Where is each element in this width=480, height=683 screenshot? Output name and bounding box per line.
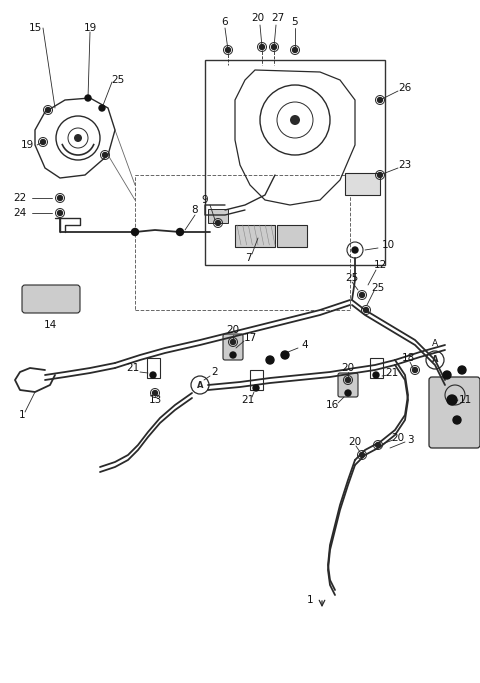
Text: 20: 20: [227, 325, 240, 335]
Text: A: A: [197, 380, 203, 389]
Text: 17: 17: [243, 333, 257, 343]
Circle shape: [458, 366, 466, 374]
Circle shape: [226, 48, 230, 53]
Bar: [277, 225, 307, 247]
Text: 5: 5: [292, 17, 298, 27]
Circle shape: [377, 173, 383, 178]
Circle shape: [377, 98, 383, 102]
Text: 11: 11: [458, 395, 472, 405]
Circle shape: [346, 378, 350, 382]
Bar: [208, 209, 228, 223]
Circle shape: [292, 48, 298, 53]
Text: A: A: [432, 355, 438, 365]
Circle shape: [46, 107, 50, 113]
Text: 9: 9: [202, 195, 208, 205]
Circle shape: [447, 395, 457, 405]
Circle shape: [375, 443, 381, 447]
Text: 23: 23: [398, 160, 412, 170]
Circle shape: [253, 385, 259, 391]
Bar: [235, 225, 275, 247]
Circle shape: [150, 372, 156, 378]
Text: 14: 14: [43, 320, 57, 330]
Circle shape: [40, 139, 46, 145]
Circle shape: [99, 105, 105, 111]
FancyBboxPatch shape: [223, 334, 243, 360]
Text: 20: 20: [391, 433, 405, 443]
Text: 8: 8: [192, 205, 198, 215]
Circle shape: [177, 229, 183, 236]
Circle shape: [360, 292, 364, 298]
Text: 25: 25: [111, 75, 125, 85]
Text: 24: 24: [13, 208, 26, 218]
Circle shape: [58, 210, 62, 216]
Bar: [135, 175, 350, 310]
Text: 20: 20: [348, 437, 361, 447]
Circle shape: [103, 152, 108, 158]
Circle shape: [443, 371, 451, 379]
Text: 22: 22: [13, 193, 26, 203]
Circle shape: [363, 307, 369, 313]
FancyBboxPatch shape: [338, 373, 358, 397]
Text: 27: 27: [271, 13, 285, 23]
Circle shape: [132, 229, 139, 236]
Text: 15: 15: [28, 23, 42, 33]
Circle shape: [281, 351, 289, 359]
Text: 20: 20: [341, 363, 355, 373]
Text: 18: 18: [401, 353, 415, 363]
Circle shape: [272, 44, 276, 49]
Text: 25: 25: [346, 273, 359, 283]
Circle shape: [412, 367, 418, 372]
Text: 21: 21: [385, 368, 398, 378]
Text: 21: 21: [241, 395, 254, 405]
Circle shape: [266, 356, 274, 364]
Circle shape: [290, 115, 300, 125]
Circle shape: [153, 391, 157, 395]
Circle shape: [373, 372, 379, 378]
Text: 19: 19: [20, 140, 34, 150]
FancyBboxPatch shape: [22, 285, 80, 313]
Text: 20: 20: [252, 13, 264, 23]
Circle shape: [360, 453, 364, 458]
Text: 6: 6: [222, 17, 228, 27]
Bar: [370, 358, 383, 378]
Bar: [205, 60, 385, 265]
Circle shape: [260, 44, 264, 49]
Text: 7: 7: [245, 253, 252, 263]
Text: 25: 25: [372, 283, 384, 293]
Text: 12: 12: [373, 260, 386, 270]
Text: 3: 3: [407, 435, 413, 445]
Text: 19: 19: [84, 23, 96, 33]
Circle shape: [345, 390, 351, 396]
Text: 21: 21: [126, 363, 140, 373]
Text: 1: 1: [19, 410, 25, 420]
Text: 1: 1: [307, 595, 313, 605]
Circle shape: [230, 352, 236, 358]
Text: 13: 13: [148, 395, 162, 405]
Text: 2: 2: [212, 367, 218, 377]
FancyBboxPatch shape: [429, 377, 480, 448]
Bar: [345, 173, 380, 195]
Bar: [250, 370, 263, 390]
Text: A: A: [432, 339, 438, 348]
Circle shape: [453, 416, 461, 424]
Circle shape: [74, 134, 82, 142]
Circle shape: [230, 339, 236, 344]
Text: 4: 4: [302, 340, 308, 350]
Text: 16: 16: [325, 400, 338, 410]
Text: 10: 10: [382, 240, 395, 250]
Circle shape: [58, 195, 62, 201]
Circle shape: [85, 95, 91, 101]
Bar: [147, 358, 160, 378]
Text: 26: 26: [398, 83, 412, 93]
Circle shape: [352, 247, 358, 253]
Circle shape: [216, 221, 220, 225]
